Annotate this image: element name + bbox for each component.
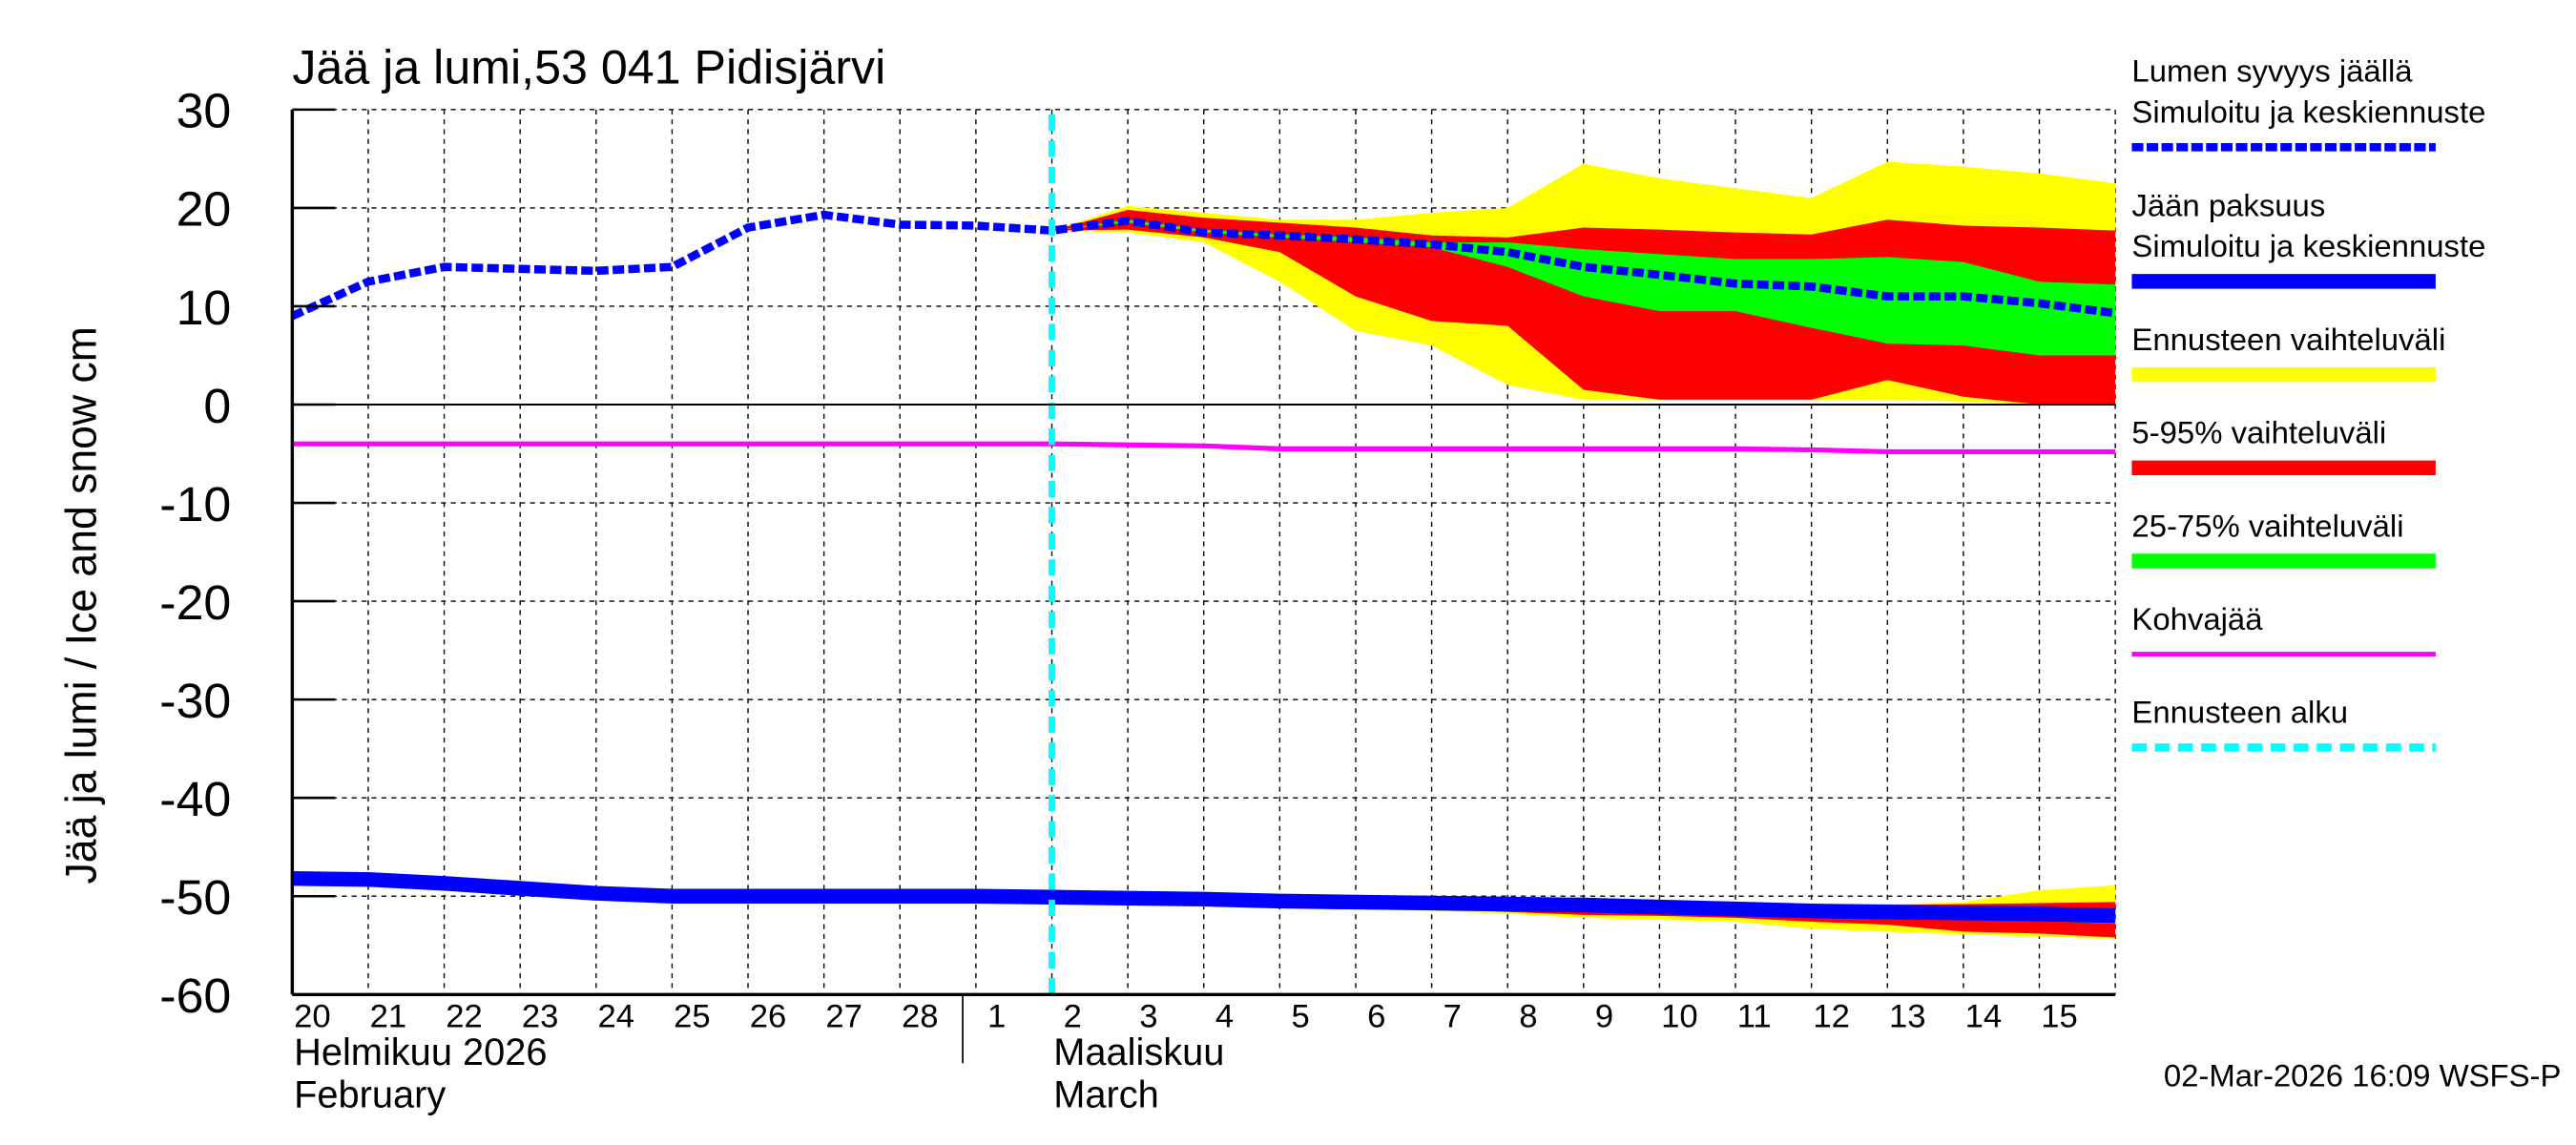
x-tick-label: 20 <box>294 999 330 1035</box>
x-tick-label: 10 <box>1661 999 1697 1035</box>
y-tick-label: -10 <box>159 476 231 531</box>
timestamp: 02-Mar-2026 16:09 WSFS-P <box>2164 1057 2562 1093</box>
series-slush-ice <box>292 441 2116 455</box>
legend-label: 25-75% vaihteluväli <box>2131 508 2403 543</box>
y-tick-label: 20 <box>177 181 232 237</box>
x-tick-label: 28 <box>902 999 938 1035</box>
x-tick-label: 22 <box>446 999 482 1035</box>
x-tick-label: 7 <box>1444 999 1462 1035</box>
x-tick-label: 23 <box>522 999 558 1035</box>
month-label-en: February <box>294 1074 446 1116</box>
x-tick-label: 2 <box>1064 999 1082 1035</box>
x-tick-label: 6 <box>1367 999 1385 1035</box>
legend-label: Simuloitu ja keskiennuste <box>2131 94 2485 130</box>
legend-label: Jään paksuus <box>2131 187 2325 222</box>
y-tick-label: -50 <box>159 869 231 925</box>
x-tick-label: 4 <box>1215 999 1234 1035</box>
legend-label: 5-95% vaihteluväli <box>2131 415 2386 450</box>
series-lines <box>290 114 2116 995</box>
legend-label: Simuloitu ja keskiennuste <box>2131 228 2485 263</box>
y-tick-label: -20 <box>159 574 231 630</box>
y-tick-label: -60 <box>159 968 231 1023</box>
series-ice-thickness <box>292 870 2116 924</box>
x-tick-label: 24 <box>598 999 634 1035</box>
legend-label: Lumen syvyys jäällä <box>2131 53 2413 89</box>
x-tick-label: 15 <box>2041 999 2077 1035</box>
x-tick-label: 9 <box>1595 999 1613 1035</box>
x-tick-label: 21 <box>370 999 406 1035</box>
x-tick-label: 25 <box>674 999 710 1035</box>
x-tick-label: 11 <box>1737 999 1772 1035</box>
month-label-fi: Maaliskuu <box>1053 1031 1224 1073</box>
bands <box>1051 161 2116 939</box>
x-tick-label: 8 <box>1519 999 1537 1035</box>
x-tick-label: 3 <box>1139 999 1157 1035</box>
y-axis-label: Jää ja lumi / Ice and snow cm <box>57 326 105 884</box>
legend-label: Ennusteen alku <box>2131 695 2348 730</box>
x-tick-label: 27 <box>825 999 862 1035</box>
x-tick-label: 14 <box>1965 999 2002 1035</box>
legend-label: Kohvajää <box>2131 601 2263 636</box>
x-tick-label: 1 <box>987 999 1006 1035</box>
y-tick-label: 0 <box>203 378 231 433</box>
chart-title: Jää ja lumi,53 041 Pidisjärvi <box>292 41 885 94</box>
x-tick-label: 12 <box>1813 999 1849 1035</box>
y-tick-label: 10 <box>177 280 232 335</box>
band-snow-25-75-vaihteluv-li <box>1051 219 2116 356</box>
month-label-fi: Helmikuu 2026 <box>294 1031 547 1073</box>
x-tick-label: 26 <box>750 999 786 1035</box>
x-tick-label: 13 <box>1889 999 1925 1035</box>
legend: Lumen syvyys jäällä Simuloitu ja keskienn… <box>2131 53 2485 752</box>
legend-label: Ennusteen vaihteluväli <box>2131 322 2445 357</box>
x-tick-label: 5 <box>1291 999 1309 1035</box>
y-tick-label: -40 <box>159 771 231 826</box>
month-label-en: March <box>1053 1074 1159 1116</box>
y-tick-label: 30 <box>177 83 232 138</box>
y-tick-label: -30 <box>159 673 231 728</box>
